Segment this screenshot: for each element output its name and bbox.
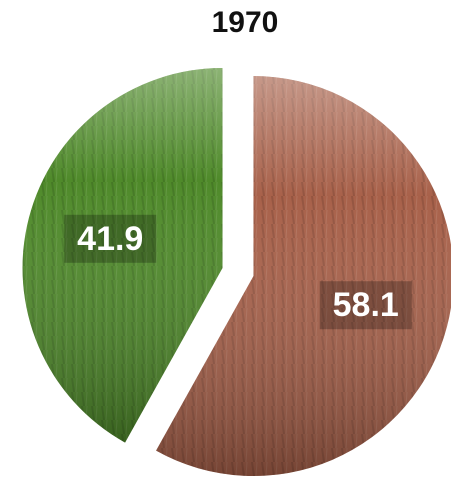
value-label-group: 58.1 (319, 281, 412, 330)
slice-shade (156, 76, 451, 476)
value-label: 58.1 (333, 286, 399, 324)
value-label-bg (64, 214, 157, 263)
slice-shade (22, 67, 223, 443)
value-label-bg (319, 281, 412, 330)
value-label-group: 41.9 (64, 214, 157, 263)
chart-title: 1970 (212, 6, 279, 39)
value-label: 41.9 (77, 220, 143, 258)
